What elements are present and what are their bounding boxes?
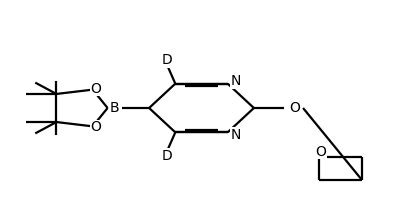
Text: O: O bbox=[289, 101, 299, 115]
Text: D: D bbox=[162, 149, 172, 163]
Text: N: N bbox=[231, 128, 241, 142]
Text: O: O bbox=[91, 82, 101, 95]
Text: D: D bbox=[162, 53, 172, 67]
Text: N: N bbox=[231, 74, 241, 88]
Text: B: B bbox=[110, 101, 120, 115]
Text: O: O bbox=[91, 121, 101, 134]
Text: O: O bbox=[316, 145, 326, 159]
